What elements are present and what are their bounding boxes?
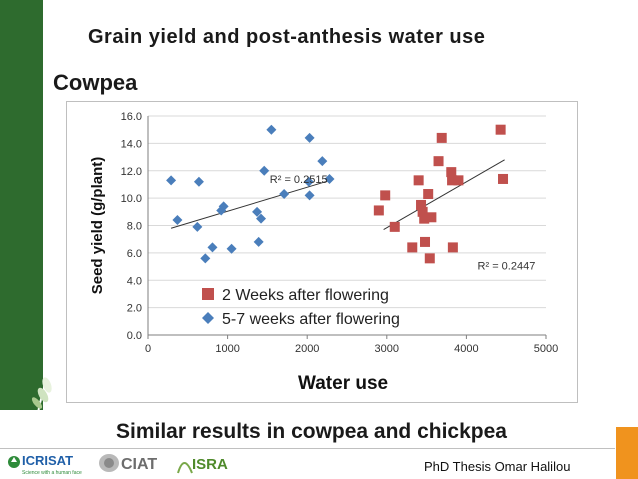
ciat-logo: CIAT <box>99 454 157 473</box>
data-point-5-7-weeks <box>226 243 237 254</box>
data-point-2-weeks <box>447 242 458 253</box>
y-tick-label: 4.0 <box>127 275 142 287</box>
data-point-5-7-weeks <box>266 124 277 135</box>
data-point-2-weeks <box>380 190 391 201</box>
data-point-2-weeks <box>424 253 435 264</box>
x-axis-label: Water use <box>298 373 389 394</box>
data-point-2-weeks <box>413 175 424 186</box>
data-point-5-7-weeks <box>200 253 211 264</box>
chart-frame <box>66 101 578 403</box>
data-point-5-7-weeks <box>253 236 264 247</box>
data-point-2-weeks <box>417 206 428 217</box>
crop-subtitle: Cowpea <box>53 70 138 95</box>
y-tick-label: 10.0 <box>121 193 142 205</box>
y-tick-label: 2.0 <box>127 303 142 315</box>
footer-thesis-text: PhD Thesis Omar Halilou <box>424 459 571 474</box>
accent-tab <box>616 427 638 479</box>
data-point-5-7-weeks <box>304 132 315 143</box>
data-point-2-weeks <box>423 189 434 200</box>
slide-title: Grain yield and post-anthesis water use <box>88 26 486 48</box>
data-point-2-weeks <box>436 132 447 143</box>
r2-label-5-7-weeks: R² = 0.2515 <box>270 174 328 186</box>
data-point-2-weeks <box>416 199 427 210</box>
icrisat-logo-name: ICRISAT <box>22 453 73 468</box>
data-point-2-weeks <box>453 175 464 186</box>
y-tick-label: 16.0 <box>121 111 142 123</box>
data-point-2-weeks <box>420 236 431 247</box>
data-point-2-weeks <box>447 175 458 186</box>
data-point-5-7-weeks <box>166 175 177 186</box>
trendline-2-weeks <box>383 159 505 231</box>
icrisat-logo-tagline: Science with a human face <box>22 470 82 476</box>
data-point-2-weeks <box>433 156 444 167</box>
data-point-2-weeks <box>419 213 430 224</box>
legend-marker-2-weeks <box>202 288 214 300</box>
data-point-5-7-weeks <box>303 176 314 187</box>
data-point-2-weeks <box>498 173 509 184</box>
y-tick-label: 8.0 <box>127 221 142 233</box>
data-point-2-weeks <box>407 242 418 253</box>
y-tick-label: 14.0 <box>121 138 142 150</box>
y-tick-label: 0.0 <box>127 330 142 342</box>
data-point-5-7-weeks <box>304 190 315 201</box>
data-point-5-7-weeks <box>252 206 263 217</box>
legend-marker-5-7-weeks <box>202 312 214 324</box>
data-point-2-weeks <box>373 205 384 216</box>
legend-label-2-weeks: 2 Weeks after flowering <box>222 287 389 304</box>
data-point-2-weeks <box>426 212 437 223</box>
legend-label-5-7-weeks: 5-7 weeks after flowering <box>222 311 400 328</box>
isra-logo-name: ISRA <box>192 456 228 473</box>
data-point-5-7-weeks <box>172 215 183 226</box>
ciat-logo-name: CIAT <box>121 456 157 473</box>
x-tick-label: 2000 <box>295 343 319 355</box>
isra-logo: ISRA <box>177 456 228 474</box>
x-tick-label: 5000 <box>534 343 558 355</box>
data-point-5-7-weeks <box>192 221 203 232</box>
data-point-5-7-weeks <box>259 165 270 176</box>
x-tick-label: 1000 <box>215 343 239 355</box>
conclusion-text: Similar results in cowpea and chickpea <box>116 420 507 443</box>
slide-sidebar-band <box>0 0 43 410</box>
y-axis-label: Seed yield (g/plant) <box>89 157 106 295</box>
x-tick-label: 3000 <box>375 343 399 355</box>
footer-divider <box>0 448 615 449</box>
wheat-decoration-icon <box>31 370 53 414</box>
data-point-5-7-weeks <box>324 173 335 184</box>
data-point-2-weeks <box>446 167 457 178</box>
trendline-5-7-weeks <box>170 179 331 229</box>
data-point-5-7-weeks <box>256 213 267 224</box>
data-point-5-7-weeks <box>207 242 218 253</box>
y-tick-label: 12.0 <box>121 166 142 178</box>
x-tick-label: 4000 <box>454 343 478 355</box>
x-tick-label: 0 <box>145 343 151 355</box>
data-point-5-7-weeks <box>279 189 290 200</box>
scatter-chart: 0.0 2.0 4.0 6.0 8.0 10.0 12.0 14.0 16.0 0 1000 2000… <box>89 111 558 355</box>
r2-label-2-weeks: R² = 0.2447 <box>478 260 536 272</box>
y-tick-label: 6.0 <box>127 248 142 260</box>
data-point-5-7-weeks <box>193 176 204 187</box>
icrisat-logo: ICRISAT Science with a human face <box>8 453 82 476</box>
data-point-2-weeks <box>389 221 400 232</box>
data-point-5-7-weeks <box>317 156 328 167</box>
data-point-5-7-weeks <box>218 201 229 212</box>
data-point-2-weeks <box>495 124 506 135</box>
